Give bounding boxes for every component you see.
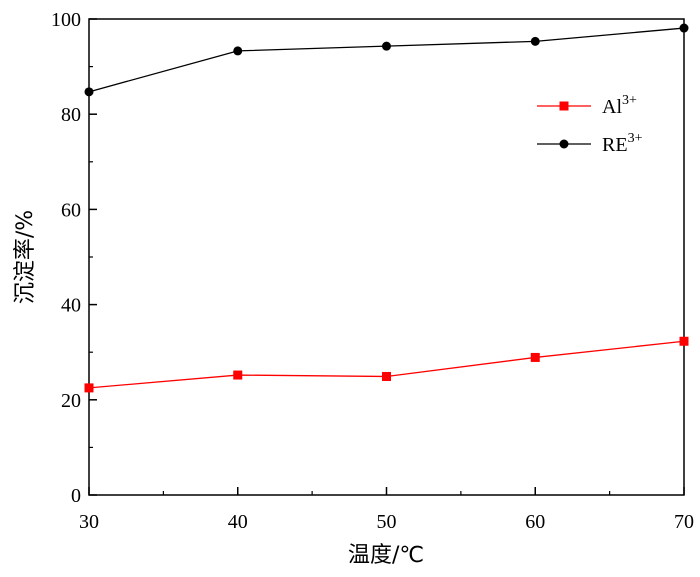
axis-ticks — [88, 18, 685, 496]
legend-marker — [559, 101, 569, 111]
plot-frame — [88, 18, 685, 496]
data-point — [679, 23, 689, 33]
legend: Al3+ RE3+ — [537, 93, 643, 156]
y-tick-label: 20 — [61, 390, 81, 412]
y-axis-title: 沉淀率/% — [13, 210, 38, 304]
data-point — [84, 87, 94, 97]
y-tick-label: 40 — [61, 295, 81, 317]
x-tick-label: 50 — [377, 511, 397, 533]
x-tick-label: 40 — [228, 511, 248, 533]
legend-label: Al3+ — [602, 93, 637, 118]
data-point — [679, 336, 689, 346]
y-tick-label: 60 — [61, 199, 81, 221]
data-point — [382, 41, 391, 51]
y-tick-label: 80 — [61, 104, 81, 126]
legend-entry: Al3+ — [537, 93, 637, 118]
legend-entry: RE3+ — [537, 131, 643, 156]
data-point — [382, 371, 391, 381]
x-axis-title: 温度/℃ — [348, 543, 424, 568]
tick-labels: 30 40 50 60 70 0 20 40 60 80 100 — [51, 9, 694, 533]
y-tick-label: 100 — [51, 9, 81, 31]
data-point — [233, 370, 243, 380]
x-tick-label: 60 — [525, 511, 545, 533]
series-al — [84, 336, 689, 393]
y-tick-label: 0 — [71, 485, 81, 507]
x-tick-label: 70 — [674, 511, 694, 533]
data-point — [530, 36, 540, 46]
series-re — [84, 23, 689, 97]
data-point — [530, 352, 540, 362]
series-layer — [84, 23, 689, 393]
legend-label: RE3+ — [602, 131, 643, 156]
legend-marker — [559, 139, 569, 149]
series-line — [88, 27, 685, 93]
data-point — [233, 46, 243, 56]
x-tick-label: 30 — [79, 511, 99, 533]
data-point — [84, 383, 94, 393]
